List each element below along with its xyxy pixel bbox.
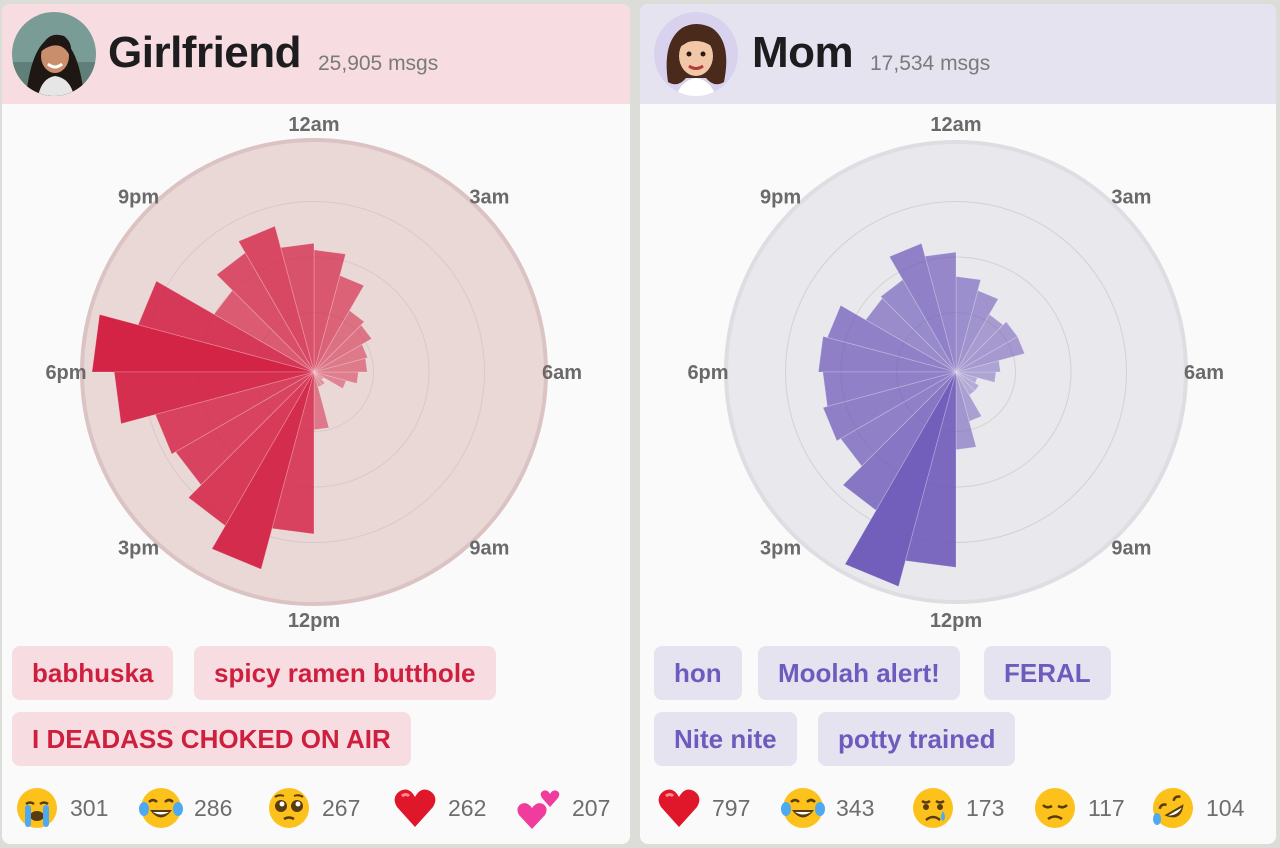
emoji-stat: 262 (392, 784, 486, 832)
girlfriend-avatar (12, 12, 96, 96)
hour-bar (113, 371, 315, 425)
red-heart-icon (658, 789, 700, 827)
hour-bar (313, 371, 347, 390)
tears-of-joy-face-icon (139, 788, 183, 828)
hour-bar (313, 324, 373, 373)
girlfriend-card: Girlfriend 25,905 msgs 12am 3am 6am 9am 12pm… (2, 4, 630, 844)
hour-bar (822, 371, 957, 407)
hour-bar (237, 225, 315, 373)
emoji-count: 267 (322, 794, 361, 821)
mom-name: Mom (752, 28, 854, 77)
hour-label: 6pm (687, 362, 728, 384)
mom-msg-count: 17,534 msgs (870, 52, 991, 75)
phrase-pill: Moolah alert! (758, 646, 960, 700)
emoji-stat: 286 (138, 784, 232, 832)
hour-bar (211, 371, 315, 570)
emoji-count: 286 (194, 794, 233, 821)
mom-header: Mom 17,534 msgs (640, 4, 1276, 104)
hour-bar (313, 371, 359, 384)
emoji-stat: 267 (266, 784, 360, 832)
red-heart-icon (394, 789, 436, 827)
emoji-stat: 301 (14, 784, 108, 832)
hour-bar (844, 371, 957, 587)
phrase-pill: babhuska (12, 646, 174, 700)
hour-bar (822, 371, 957, 442)
girlfriend-name: Girlfriend (108, 28, 302, 77)
emoji-stat: 117 (1032, 784, 1125, 832)
emoji-count: 262 (448, 794, 487, 821)
emoji-count: 207 (572, 794, 611, 821)
emoji-count: 343 (836, 794, 875, 821)
hour-bar (955, 371, 997, 383)
hour-bar (904, 371, 957, 568)
phrase-pill: potty trained (818, 712, 1016, 766)
emoji-count: 797 (712, 794, 751, 821)
hour-label: 12pm (288, 610, 340, 632)
hour-bar (955, 371, 983, 422)
phrase-pill: FERAL (984, 646, 1111, 700)
hour-bar (955, 335, 1026, 373)
pleading-face-icon (269, 788, 309, 828)
mom-hourly-chart: 12am 3am 6am 9am 12pm 3pm 6pm 9pm (687, 114, 1224, 632)
two-hearts-icon (517, 790, 560, 829)
emoji-stat: 104 (1150, 784, 1244, 832)
hour-bar (313, 274, 365, 373)
hour-bar (213, 289, 315, 373)
mom-memoji-icon (654, 12, 738, 96)
hour-bar (137, 280, 315, 373)
hour-label: 3pm (118, 537, 159, 559)
hour-label: 12pm (930, 610, 982, 632)
tears-of-joy-face-icon (781, 788, 825, 828)
emoji-count: 117 (1088, 794, 1125, 821)
hour-label: 9pm (118, 187, 159, 209)
hour-bar (888, 242, 957, 373)
hour-bar (313, 371, 326, 387)
hour-label: 6pm (45, 362, 86, 384)
emoji-count: 301 (70, 794, 109, 821)
hour-label: 9am (469, 537, 509, 559)
hour-label: 12am (288, 114, 339, 136)
hour-bar (313, 309, 365, 373)
hour-label: 3am (469, 187, 509, 209)
mom-card: Mom 17,534 msgs 12am 3am 6am 9am 12pm 3pm 6pm 9… (640, 4, 1276, 844)
girlfriend-msg-count: 25,905 msgs (318, 52, 439, 75)
hour-label: 3am (1111, 187, 1151, 209)
phrase-pill: spicy ramen butthole (194, 646, 496, 700)
hour-bar (313, 371, 325, 381)
mom-avatar (654, 12, 738, 96)
hour-label: 6am (1184, 362, 1224, 384)
hour-label: 9pm (760, 187, 801, 209)
hour-bar (271, 371, 315, 535)
girlfriend-header: Girlfriend 25,905 msgs (2, 4, 630, 104)
phrase-pill: I DEADASS CHOKED ON AIR (12, 712, 411, 766)
disappointed-face-icon (1035, 788, 1075, 828)
hour-label: 3pm (760, 537, 801, 559)
loudly-crying-face-icon (17, 788, 57, 828)
hour-bar (955, 371, 980, 392)
emoji-count: 104 (1206, 794, 1245, 821)
hour-label: 12am (930, 114, 981, 136)
hour-bar (313, 371, 323, 388)
hour-bar (955, 360, 1001, 373)
hour-label: 6am (542, 362, 582, 384)
emoji-stat: 797 (656, 784, 750, 832)
emoji-stat: 207 (516, 784, 610, 832)
hour-label: 9am (1111, 537, 1151, 559)
rofl-face-icon (1153, 788, 1193, 828)
girlfriend-hourly-chart: 12am 3am 6am 9am 12pm 3pm 6pm 9pm (45, 114, 582, 632)
emoji-count: 173 (966, 794, 1005, 821)
hour-bar (955, 371, 978, 384)
phrase-pill: Nite nite (654, 712, 797, 766)
hour-bar (955, 371, 976, 396)
emoji-stat: 173 (910, 784, 1004, 832)
emoji-stat: 343 (780, 784, 874, 832)
phrase-pill: hon (654, 646, 742, 700)
crying-face-icon (913, 788, 953, 828)
hour-bar (880, 279, 957, 373)
girlfriend-photo-icon (12, 12, 96, 96)
